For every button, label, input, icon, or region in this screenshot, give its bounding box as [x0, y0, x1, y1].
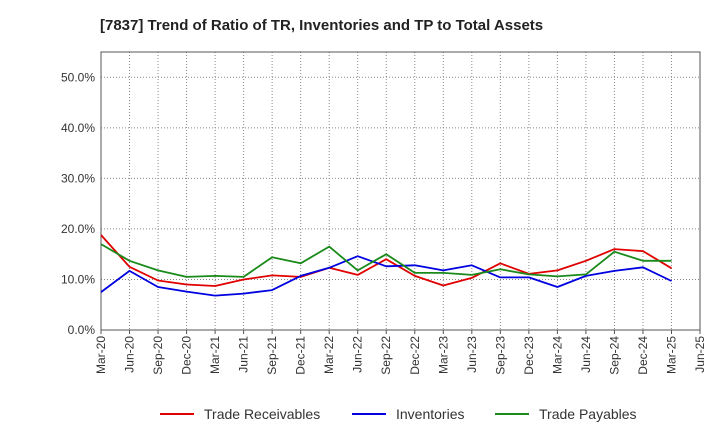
x-tick-label: Mar-21 [208, 336, 222, 374]
x-tick-label: Jun-22 [351, 336, 365, 373]
y-tick-label: 20.0% [61, 222, 95, 236]
x-tick-label: Sep-23 [493, 336, 507, 375]
x-tick-label: Mar-20 [94, 336, 108, 374]
legend-label-trade-payables: Trade Payables [539, 406, 637, 422]
x-tick-label: Dec-24 [636, 336, 650, 375]
y-tick-label: 10.0% [61, 272, 95, 286]
y-tick-label: 0.0% [68, 323, 96, 337]
series-lines [100, 234, 672, 297]
x-tick-label: Dec-22 [408, 336, 422, 375]
x-tick-label: Mar-23 [436, 336, 450, 374]
x-tick-label: Dec-21 [294, 336, 308, 375]
x-tick-label: Mar-24 [550, 336, 564, 374]
x-tick-label: Mar-25 [664, 336, 678, 374]
x-tick-label: Dec-23 [522, 336, 536, 375]
legend-label-trade-receivables: Trade Receivables [204, 406, 320, 422]
x-tick-label: Mar-22 [322, 336, 336, 374]
x-tick-label: Jun-25 [693, 336, 707, 373]
x-tick-label: Jun-20 [123, 336, 137, 373]
y-tick-label: 30.0% [61, 171, 95, 185]
x-tick-label: Jun-24 [579, 336, 593, 373]
legend: Trade Receivables Inventories Trade Payabl… [160, 406, 637, 422]
y-tick-label: 50.0% [61, 70, 95, 84]
x-tick-label: Sep-24 [607, 336, 621, 375]
plot-frame [100, 51, 701, 331]
x-tick-label: Dec-20 [180, 336, 194, 375]
series-line-inventories [100, 255, 672, 297]
grid [100, 52, 701, 331]
x-tick-label: Jun-21 [237, 336, 251, 373]
x-tick-label: Sep-22 [379, 336, 393, 375]
chart-title: [7837] Trend of Ratio of TR, Inventories… [100, 17, 543, 34]
legend-label-inventories: Inventories [396, 406, 464, 422]
x-tick-label: Sep-21 [265, 336, 279, 375]
x-tick-label: Jun-23 [465, 336, 479, 373]
y-tick-label: 40.0% [61, 121, 95, 135]
series-line-trade-payables [100, 243, 672, 278]
x-tick-label: Sep-20 [151, 336, 165, 375]
series-line-trade-receivables [100, 234, 672, 287]
axes: 0.0% 10.0% 20.0% 30.0% 40.0% 50.0% Mar-20 Jun-2… [61, 51, 707, 375]
